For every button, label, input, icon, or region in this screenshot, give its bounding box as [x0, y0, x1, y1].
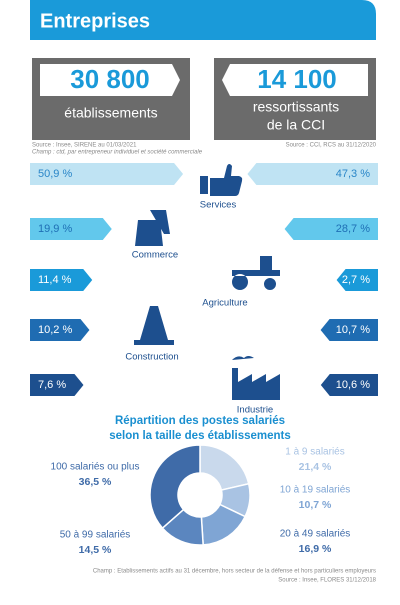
value-left: 19,9 %: [38, 223, 72, 235]
value-left: 7,6 %: [38, 379, 66, 391]
source: Champ : ctd, par entrepreneur individuel…: [32, 150, 203, 156]
bar-right: [336, 269, 378, 291]
icon-agriculture: [232, 256, 280, 290]
value-right: 10,7 %: [336, 324, 370, 336]
stat-value: 14 100: [257, 64, 337, 94]
slice-value: 14,5 %: [79, 544, 112, 556]
source: Source : CCI, RCS au 31/12/2020: [286, 143, 377, 149]
stat-label: établissements: [64, 105, 157, 121]
bar-right: [320, 374, 378, 396]
value-right: 10,6 %: [336, 379, 370, 391]
bar-left: [30, 269, 93, 291]
bar-right: [320, 319, 378, 341]
sector-label: Services: [200, 200, 237, 211]
value-right: 28,7 %: [336, 223, 370, 235]
donut-slice: [149, 444, 201, 530]
slice-value: 10,7 %: [299, 499, 332, 511]
icons: [134, 164, 280, 400]
sector-label: Construction: [125, 352, 178, 363]
slice-value: 16,9 %: [299, 543, 332, 555]
bar-left: [30, 218, 112, 240]
icon-commerce: [135, 210, 170, 246]
sector-label: Agriculture: [202, 298, 247, 309]
stat-tab: [40, 64, 180, 96]
slice-label: 10 à 19 salariés: [280, 485, 351, 496]
icon-industrie: [232, 356, 280, 400]
chart-title: Répartition des postes salariés: [115, 415, 285, 427]
chart-title: selon la taille des établissements: [109, 430, 291, 442]
sector-label: Industrie: [237, 405, 273, 416]
stat-value: 30 800: [70, 64, 150, 94]
slice-label: 100 salariés ou plus: [51, 462, 140, 473]
value-left: 50,9 %: [38, 168, 72, 180]
value-left: 10,2 %: [38, 324, 72, 336]
stat-label: ressortissants: [253, 99, 339, 115]
donut-slice: [199, 444, 250, 491]
bar-left: [30, 374, 84, 396]
slice-label: 50 à 99 salariés: [60, 530, 131, 541]
icon-services: [200, 164, 243, 196]
footer-scope: Champ : Etablissements actifs au 31 déce…: [93, 569, 376, 575]
title: Entreprises: [40, 10, 150, 32]
slice-label: 20 à 49 salariés: [280, 529, 351, 540]
bar-left: [30, 319, 90, 341]
stat-label: de la CCI: [267, 117, 325, 133]
icon-construction: [134, 306, 174, 345]
slice-label: 1 à 9 salariés: [285, 447, 344, 458]
bar-right: [247, 163, 378, 185]
header-band: [30, 0, 376, 40]
value-left: 11,4 %: [38, 274, 72, 286]
value-right: 2,7 %: [342, 274, 370, 286]
source: Source : Insee, SIRENE au 01/03/2021: [32, 143, 137, 149]
slice-value: 21,4 %: [299, 461, 332, 473]
sector-label: Commerce: [132, 250, 178, 261]
bar-left: [30, 163, 184, 185]
value-right: 47,3 %: [336, 168, 370, 180]
footer-source: Source : Insee, FLORES 31/12/2018: [278, 578, 376, 584]
stat-tab: [222, 64, 368, 96]
slice-value: 36,5 %: [79, 476, 112, 488]
bar-right: [284, 218, 378, 240]
